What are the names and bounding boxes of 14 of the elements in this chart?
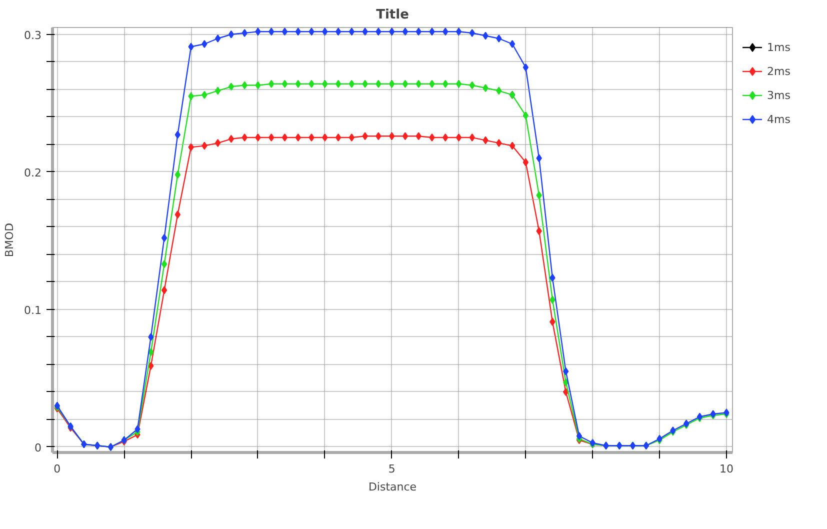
x-tick-label: 0	[54, 462, 61, 476]
x-tick-label: 5	[388, 462, 396, 476]
y-tick-label: 0.3	[24, 28, 42, 42]
y-tick-label: 0.1	[24, 304, 42, 317]
x-tick-label: 10	[719, 462, 734, 476]
legend-label: 3ms	[767, 88, 790, 102]
y-tick-label: 0.2	[24, 166, 42, 180]
legend-label: 2ms	[767, 64, 790, 78]
y-tick-label: 0	[34, 442, 42, 454]
x-axis-title: Distance	[368, 480, 417, 494]
legend-label: 1ms	[767, 40, 790, 54]
y-axis-title: BMOD	[3, 222, 16, 258]
legend-label: 4ms	[767, 112, 790, 126]
chart-title: Title	[376, 8, 410, 22]
